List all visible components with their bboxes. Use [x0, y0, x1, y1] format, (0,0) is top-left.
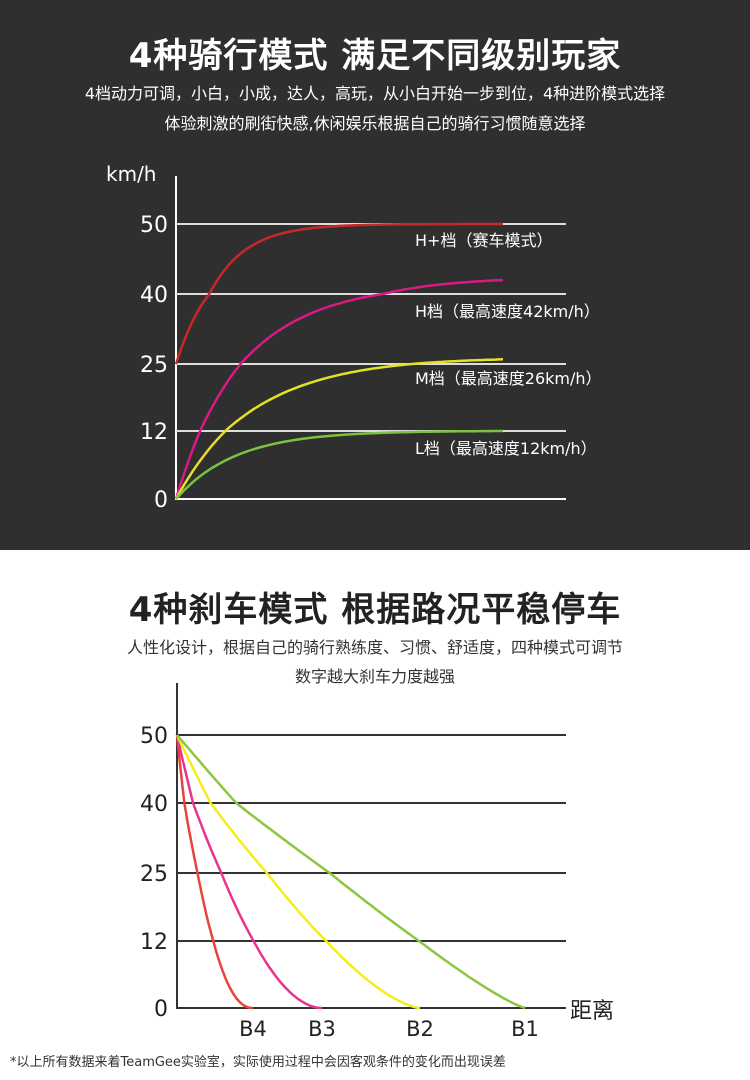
riding-modes-subtitle-2: 体验刺激的刷街快感,休闲娱乐根据自己的骑行习惯随意选择 — [164, 114, 586, 133]
y-tick-label: 25 — [140, 862, 168, 887]
footnote: *以上所有数据来着TeamGee实验室，实际使用过程中会因客观条件的变化而出现误… — [10, 1055, 506, 1070]
x-tick-label: B3 — [308, 1017, 336, 1041]
riding-modes-subtitle-1: 4档动力可调，小白，小成，达人，高玩，从小白开始一步到位，4种进阶模式选择 — [84, 84, 666, 103]
y-tick-label: 0 — [154, 488, 168, 513]
y-tick-label: 50 — [140, 724, 168, 749]
braking-line-b2 — [175, 734, 421, 1010]
series-label-2: H档（最高速度42km/h） — [415, 302, 600, 321]
y-tick-label: 40 — [140, 283, 168, 308]
y-tick-label: 0 — [154, 997, 168, 1022]
series-label-1: H+档（赛车模式） — [415, 231, 552, 250]
riding-modes-panel: 4种骑行模式 满足不同级别玩家 4档动力可调，小白，小成，达人，高玩，从小白开始… — [0, 0, 750, 550]
speed-curve-chart: 0 12 25 40 50 km/h H+档（赛车模式） H档（最高速度42km/h） M档（最… — [106, 162, 602, 513]
braking-curve-chart: 0 12 25 40 50 距离 B4 B3 B2 B1 — [140, 683, 614, 1041]
y-tick-label: 40 — [140, 792, 168, 817]
y-tick-label: 12 — [140, 420, 168, 445]
series-line-3 — [174, 358, 504, 500]
series-label-3: M档（最高速度26km/h） — [415, 369, 602, 388]
y-tick-label: 25 — [140, 353, 168, 378]
series-line-2 — [174, 278, 504, 500]
series-line-1 — [174, 222, 503, 365]
braking-modes-subtitle-2: 数字越大刹车力度越强 — [294, 667, 455, 686]
x-axis-label: 距离 — [570, 999, 614, 1024]
x-tick-label: B1 — [511, 1017, 539, 1041]
braking-line-b3 — [175, 734, 323, 1010]
braking-modes-panel: 4种刹车模式 根据路况平稳停车 人性化设计，根据自己的骑行熟练度、习惯、舒适度，… — [0, 550, 750, 1080]
x-tick-label: B4 — [239, 1017, 267, 1041]
series-line-4 — [175, 429, 503, 500]
braking-line-b1 — [176, 734, 526, 1010]
y-axis-label: km/h — [106, 162, 156, 186]
braking-modes-title: 4种刹车模式 根据路况平稳停车 — [128, 590, 622, 630]
braking-modes-subtitle-1: 人性化设计，根据自己的骑行熟练度、习惯、舒适度，四种模式可调节 — [126, 638, 623, 657]
series-label-4: L档（最高速度12km/h） — [415, 439, 597, 458]
x-tick-label: B2 — [406, 1017, 434, 1041]
y-tick-label: 50 — [140, 213, 168, 238]
riding-modes-title: 4种骑行模式 满足不同级别玩家 — [128, 36, 622, 76]
braking-line-b4 — [175, 734, 253, 1010]
y-tick-label: 12 — [140, 930, 168, 955]
